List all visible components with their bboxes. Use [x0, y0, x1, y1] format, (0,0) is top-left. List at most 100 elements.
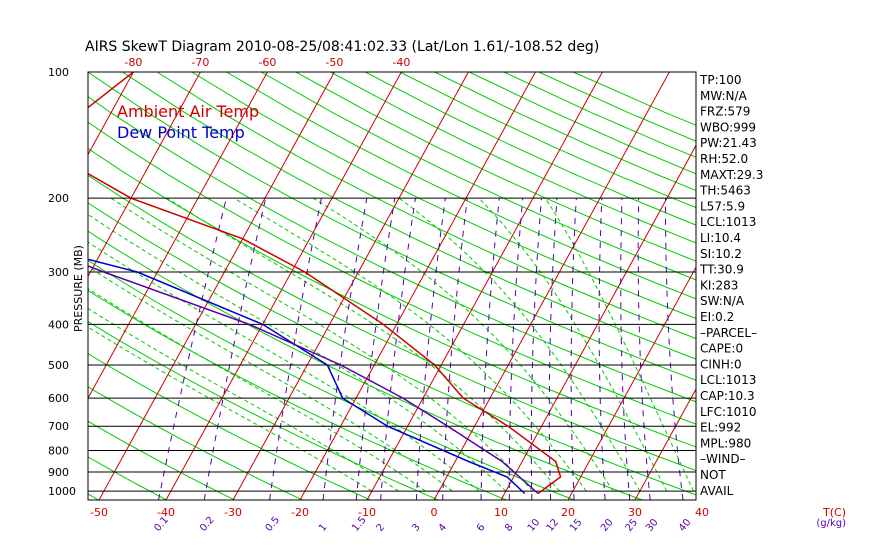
legend: Ambient Air Temp Dew Point Temp	[117, 102, 259, 142]
index-entry: LFC:1010	[700, 405, 757, 419]
mixing-ratio-line	[158, 198, 227, 500]
dry-adiabat	[88, 202, 696, 496]
mixing-ratio-tick: 20	[599, 517, 616, 534]
dry-adiabat	[88, 259, 575, 500]
index-entry: TH:5463	[699, 184, 751, 198]
bottom-temp-tick: 0	[431, 506, 438, 519]
isotherm	[98, 72, 335, 500]
isotherm	[232, 72, 469, 500]
bottom-temp-tick: -40	[157, 506, 175, 519]
dry-adiabat	[88, 420, 235, 500]
index-entry: TP:100	[699, 73, 742, 87]
top-temp-tick: -40	[392, 56, 410, 69]
index-entry: NOT	[700, 468, 726, 482]
mixing-ratio-line	[530, 198, 542, 500]
index-entry: LI:10.4	[700, 231, 741, 245]
isotherm	[836, 72, 870, 500]
mixing-ratio-tick: 15	[568, 517, 585, 534]
bottom-temp-tick: -50	[90, 506, 108, 519]
mixing-ratio-tick: 25	[624, 517, 641, 534]
mixing-ratio-tick: 4	[437, 522, 450, 534]
index-entry: CINH:0	[700, 357, 742, 371]
pressure-tick-label: 100	[48, 66, 69, 79]
mixing-ratio-line	[442, 198, 468, 500]
dry-adiabat	[88, 386, 303, 500]
index-entry: –PARCEL–	[700, 326, 757, 340]
index-entry: SW:N/A	[700, 294, 745, 308]
mixing-ratio-line	[637, 198, 651, 500]
isotherm	[769, 72, 870, 500]
pressure-tick-label: 700	[48, 420, 69, 433]
dry-adiabat	[0, 72, 31, 500]
bottom-temp-tick: 10	[494, 506, 508, 519]
dry-adiabat	[191, 72, 696, 320]
bottom-temp-tick: 20	[561, 506, 575, 519]
profiles	[88, 72, 562, 495]
index-entry: –WIND–	[700, 452, 746, 466]
moist-adiabat	[88, 213, 507, 492]
mixing-ratio-tick: 12	[545, 517, 562, 534]
isotherm	[165, 72, 402, 500]
index-entry: RH:52.0	[700, 152, 748, 166]
pressure-tick-labels: 100 200 300 400 500 600 700 800 900 1000	[48, 66, 76, 498]
dry-adiabat	[156, 72, 696, 340]
isobars	[88, 71, 696, 492]
top-temp-tick: -50	[325, 56, 343, 69]
mixing-ratio-tick: 40	[677, 517, 694, 534]
legend-dew-point-temp: Dew Point Temp	[117, 123, 245, 142]
bottom-temp-tick: -10	[358, 506, 376, 519]
pressure-tick-label: 600	[48, 392, 69, 405]
index-entry: TT:30.9	[699, 263, 744, 277]
mixing-ratio-tick: 30	[644, 517, 661, 534]
bottom-temperature-ticks: -50 -40 -30 -20 -10 0 10 20 30 40	[90, 506, 709, 519]
isotherm	[299, 72, 536, 500]
index-entry: MW:N/A	[700, 89, 748, 103]
dry-adiabat	[468, 72, 696, 175]
mixing-ratio-tick: 1	[317, 522, 330, 534]
legend-ambient-air-temp: Ambient Air Temp	[117, 102, 259, 121]
mixing-ratio-line	[322, 198, 368, 500]
profile-ambient-air-temp	[88, 72, 562, 495]
chart-title: AIRS SkewT Diagram 2010-08-25/08:41:02.3…	[85, 39, 599, 55]
index-entry: FRZ:579	[700, 105, 750, 119]
index-entry: WBO:999	[700, 120, 756, 134]
pressure-tick-label: 500	[48, 359, 69, 372]
moist-adiabat	[88, 307, 399, 492]
bottom-temp-tick: 30	[628, 506, 642, 519]
index-entry: EI:0.2	[700, 310, 734, 324]
isotherm	[366, 72, 603, 500]
index-entry: CAPE:0	[700, 342, 743, 356]
moist-adiabat	[478, 197, 668, 492]
index-entry: KI:283	[700, 278, 738, 292]
index-entry: MAXT:29.3	[700, 168, 763, 182]
mixing-ratio-line	[415, 198, 446, 500]
mixing-ratio-line	[570, 198, 577, 500]
moist-adiabat	[544, 197, 694, 492]
index-entry: AVAIL	[700, 484, 734, 498]
isotherm	[634, 388, 696, 500]
top-temp-tick: -70	[191, 56, 209, 69]
moist-adiabat	[110, 197, 534, 492]
moist-adiabat	[88, 266, 453, 492]
mixing-ratio-tick: 10	[526, 517, 543, 534]
isotherm	[88, 72, 201, 278]
dry-adiabat	[88, 72, 696, 381]
bottom-temp-tick: 40	[695, 506, 709, 519]
pressure-tick-label: 200	[48, 192, 69, 205]
mixing-ratio-tick: 3	[410, 522, 423, 534]
mixing-ratio-line	[480, 198, 500, 500]
index-entry: CAP:10.3	[700, 389, 755, 403]
mixing-ratio-line	[355, 198, 396, 500]
pressure-tick-label: 1000	[48, 485, 76, 498]
mixing-ratio-line	[269, 198, 322, 500]
mixing-ratio-line	[598, 198, 606, 500]
pressure-tick-label: 400	[48, 318, 69, 331]
dry-adiabat	[226, 72, 696, 300]
mixing-ratio-unit: (g/kg)	[816, 518, 846, 529]
profile-parcel	[88, 265, 539, 495]
index-entry: L57:5.9	[700, 199, 745, 213]
dry-adiabat	[88, 230, 643, 500]
mixing-ratio-line	[508, 198, 524, 500]
dry-adiabat	[88, 320, 439, 500]
